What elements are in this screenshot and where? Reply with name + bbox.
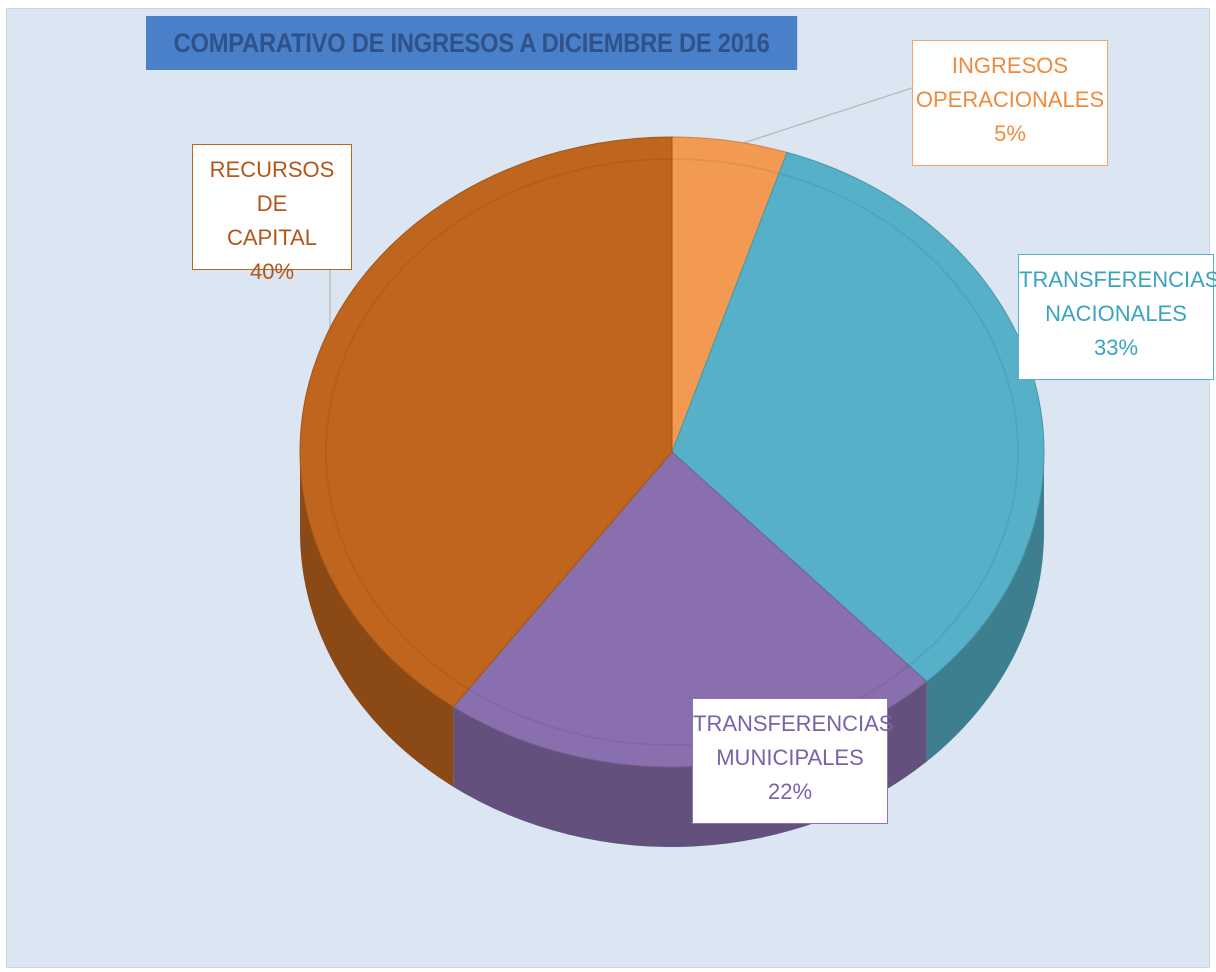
data-label-transferencias-nacionales: TRANSFERENCIAS NACIONALES 33% xyxy=(1018,254,1216,380)
pie-top xyxy=(299,136,1045,768)
label-line-1: RECURSOS DE xyxy=(209,157,335,216)
label-line-2: NACIONALES xyxy=(1045,301,1187,326)
label-percent: 22% xyxy=(767,779,813,804)
label-line-1: TRANSFERENCIAS xyxy=(693,711,894,736)
label-line-2: CAPITAL xyxy=(226,225,318,250)
pie-side-transferencias-nacionales xyxy=(926,452,1044,762)
label-line-1: TRANSFERENCIAS xyxy=(1019,267,1216,292)
label-percent: 33% xyxy=(1093,335,1139,360)
pie-bevel xyxy=(325,158,1019,746)
pie-side-recursos-de-capital xyxy=(300,452,454,787)
data-label-ingresos-operacionales: INGRESOS OPERACIONALES 5% xyxy=(912,40,1108,166)
data-label-recursos-de-capital: RECURSOS DE CAPITAL 40% xyxy=(192,144,352,284)
pie-slice-transferencias-nacionales xyxy=(671,151,1045,683)
label-line-2: OPERACIONALES xyxy=(915,87,1105,112)
data-label-transferencias-municipales: TRANSFERENCIAS MUNICIPALES 22% xyxy=(692,698,894,824)
chart-title: COMPARATIVO DE INGRESOS A DICIEMBRE DE 2… xyxy=(146,16,798,70)
pie-slice-recursos-de-capital xyxy=(299,136,673,708)
leader-line-ingresos xyxy=(727,87,913,149)
label-line-2: MUNICIPALES xyxy=(716,745,864,770)
label-percent: 40% xyxy=(249,259,295,284)
label-line-1: INGRESOS xyxy=(951,53,1069,78)
label-percent: 5% xyxy=(994,121,1026,146)
